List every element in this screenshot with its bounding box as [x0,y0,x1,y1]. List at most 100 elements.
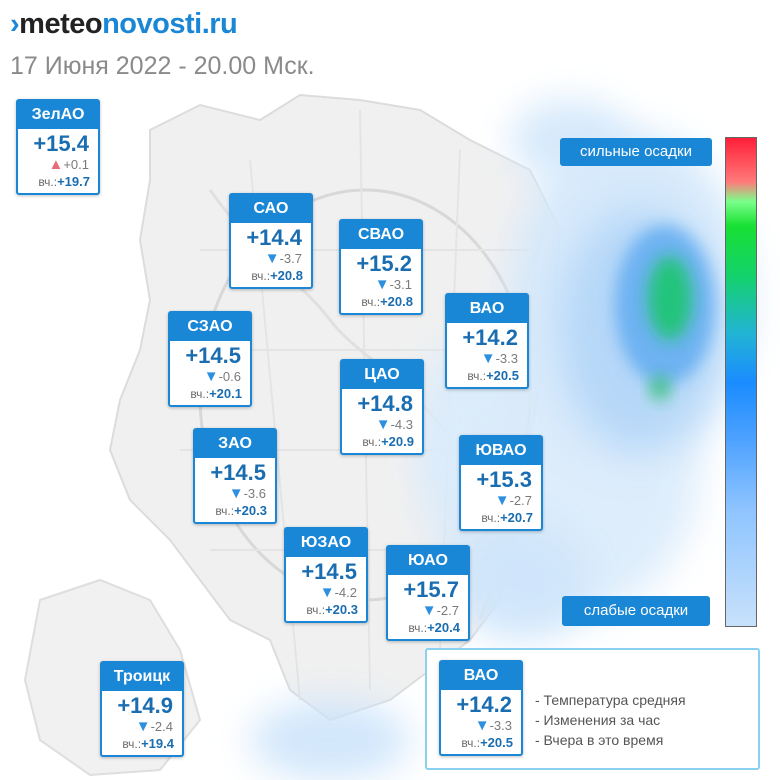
change-value: -4.2 [334,585,357,600]
down-arrow-icon: ▼ [421,602,437,619]
yesterday-temperature: +20.7 [500,510,533,525]
district-temperature: +14.9 [117,693,173,718]
down-arrow-icon: ▼ [264,250,280,267]
yesterday-temperature: +20.9 [381,434,414,449]
district-temperature: +15.4 [33,131,89,156]
district-temperature: +15.2 [356,251,412,276]
district-name: ЮВАО [461,437,541,465]
yesterday-label: вч.: [461,736,481,750]
yesterday-label: вч.: [408,621,428,635]
yesterday-temperature: +20.5 [480,735,513,750]
yesterday-label: вч.: [215,504,235,518]
district-name: ВАО [441,662,521,690]
yesterday-value: вч.:+20.3 [195,502,275,520]
hourly-change: ▼-4.3 [342,416,422,433]
district-temperature: +14.4 [246,225,302,250]
change-value: -0.6 [218,369,241,384]
yesterday-value: вч.:+19.4 [102,735,182,753]
district-card-zelao: ЗелАО +15.4 ▲+0.1 вч.:+19.7 [16,99,100,195]
up-arrow-icon: ▲ [48,156,64,173]
yesterday-label: вч.: [467,369,487,383]
legend-items: - Температура средняя - Изменения за час… [535,690,686,750]
change-value: -3.3 [489,718,512,733]
logo-mark: › [10,8,20,40]
district-card-szao: СЗАО +14.5 ▼-0.6 вч.:+20.1 [168,311,252,407]
legend-sample-card: ВАО +14.2 ▼-3.3 вч.:+20.5 [439,660,523,756]
change-value: -2.4 [150,719,173,734]
change-value: -4.3 [390,417,413,432]
district-card-yuvao: ЮВАО +15.3 ▼-2.7 вч.:+20.7 [459,435,543,531]
hourly-change: ▼-4.2 [286,584,366,601]
district-temperature: +15.3 [476,467,532,492]
district-card-troitsk: Троицк +14.9 ▼-2.4 вч.:+19.4 [100,661,184,757]
district-name: СВАО [341,221,421,249]
yesterday-label: вч.: [362,435,382,449]
change-value: -3.3 [495,351,518,366]
logo-text-novosti: novosti.ru [102,8,238,40]
down-arrow-icon: ▼ [480,350,496,367]
yesterday-value: вч.:+20.7 [461,509,541,527]
yesterday-value: вч.:+20.8 [231,267,311,285]
change-value: +0.1 [63,157,89,172]
yesterday-temperature: +19.7 [57,174,90,189]
yesterday-temperature: +20.4 [427,620,460,635]
hourly-change: ▼-2.7 [388,602,468,619]
hourly-change: ▼-2.7 [461,492,541,509]
district-temperature: +15.7 [403,577,459,602]
yesterday-temperature: +20.1 [209,386,242,401]
district-name: ЮАО [388,547,468,575]
yesterday-value: вч.:+20.8 [341,293,421,311]
yesterday-label: вч.: [38,175,58,189]
yesterday-temperature: +20.3 [325,602,358,617]
district-name: ВАО [447,295,527,323]
yesterday-value: вч.:+20.3 [286,601,366,619]
precipitation-overlay [250,100,750,780]
down-arrow-icon: ▼ [135,718,151,735]
down-arrow-icon: ▼ [374,276,390,293]
yesterday-value: вч.:+20.1 [170,385,250,403]
down-arrow-icon: ▼ [319,584,335,601]
district-name: ЗелАО [18,101,98,129]
yesterday-temperature: +20.8 [380,294,413,309]
district-temperature: +14.8 [357,391,413,416]
hourly-change: ▼-0.6 [170,368,250,385]
hourly-change: ▼-3.7 [231,250,311,267]
district-name: СЗАО [170,313,250,341]
hourly-change: ▼-3.3 [441,717,521,734]
date-time-subtitle: 17 Июня 2022 - 20.00 Мск. [10,52,315,80]
down-arrow-icon: ▼ [228,485,244,502]
legend-item-hourly-change: - Изменения за час [535,712,661,728]
hourly-change: ▼-3.3 [447,350,527,367]
hourly-change: ▼-2.4 [102,718,182,735]
yesterday-label: вч.: [122,737,142,751]
yesterday-label: вч.: [361,295,381,309]
yesterday-label: вч.: [306,603,326,617]
yesterday-label: вч.: [190,387,210,401]
district-card-yuzao: ЮЗАО +14.5 ▼-4.2 вч.:+20.3 [284,527,368,623]
change-value: -3.1 [389,277,412,292]
change-value: -2.7 [436,603,459,618]
site-logo[interactable]: ›meteonovosti.ru [10,8,238,41]
district-name: ЗАО [195,430,275,458]
district-card-svao: СВАО +15.2 ▼-3.1 вч.:+20.8 [339,219,423,315]
down-arrow-icon: ▼ [375,416,391,433]
district-name: Троицк [102,663,182,691]
yesterday-temperature: +20.3 [234,503,267,518]
change-value: -3.7 [279,251,302,266]
district-temperature: +14.5 [210,460,266,485]
district-temperature: +14.2 [456,692,512,717]
yesterday-temperature: +20.5 [486,368,519,383]
district-name: ЮЗАО [286,529,366,557]
down-arrow-icon: ▼ [474,717,490,734]
district-name: САО [231,195,311,223]
logo-text-meteo: meteo [19,8,103,40]
legend-item-average-temp: - Температура средняя [535,692,686,708]
yesterday-label: вч.: [481,511,501,525]
yesterday-label: вч.: [251,269,271,283]
district-card-vao: ВАО +14.2 ▼-3.3 вч.:+20.5 [445,293,529,389]
district-card-cao: ЦАО +14.8 ▼-4.3 вч.:+20.9 [340,359,424,455]
yesterday-temperature: +20.8 [270,268,303,283]
yesterday-value: вч.:+20.4 [388,619,468,637]
change-value: -3.6 [243,486,266,501]
